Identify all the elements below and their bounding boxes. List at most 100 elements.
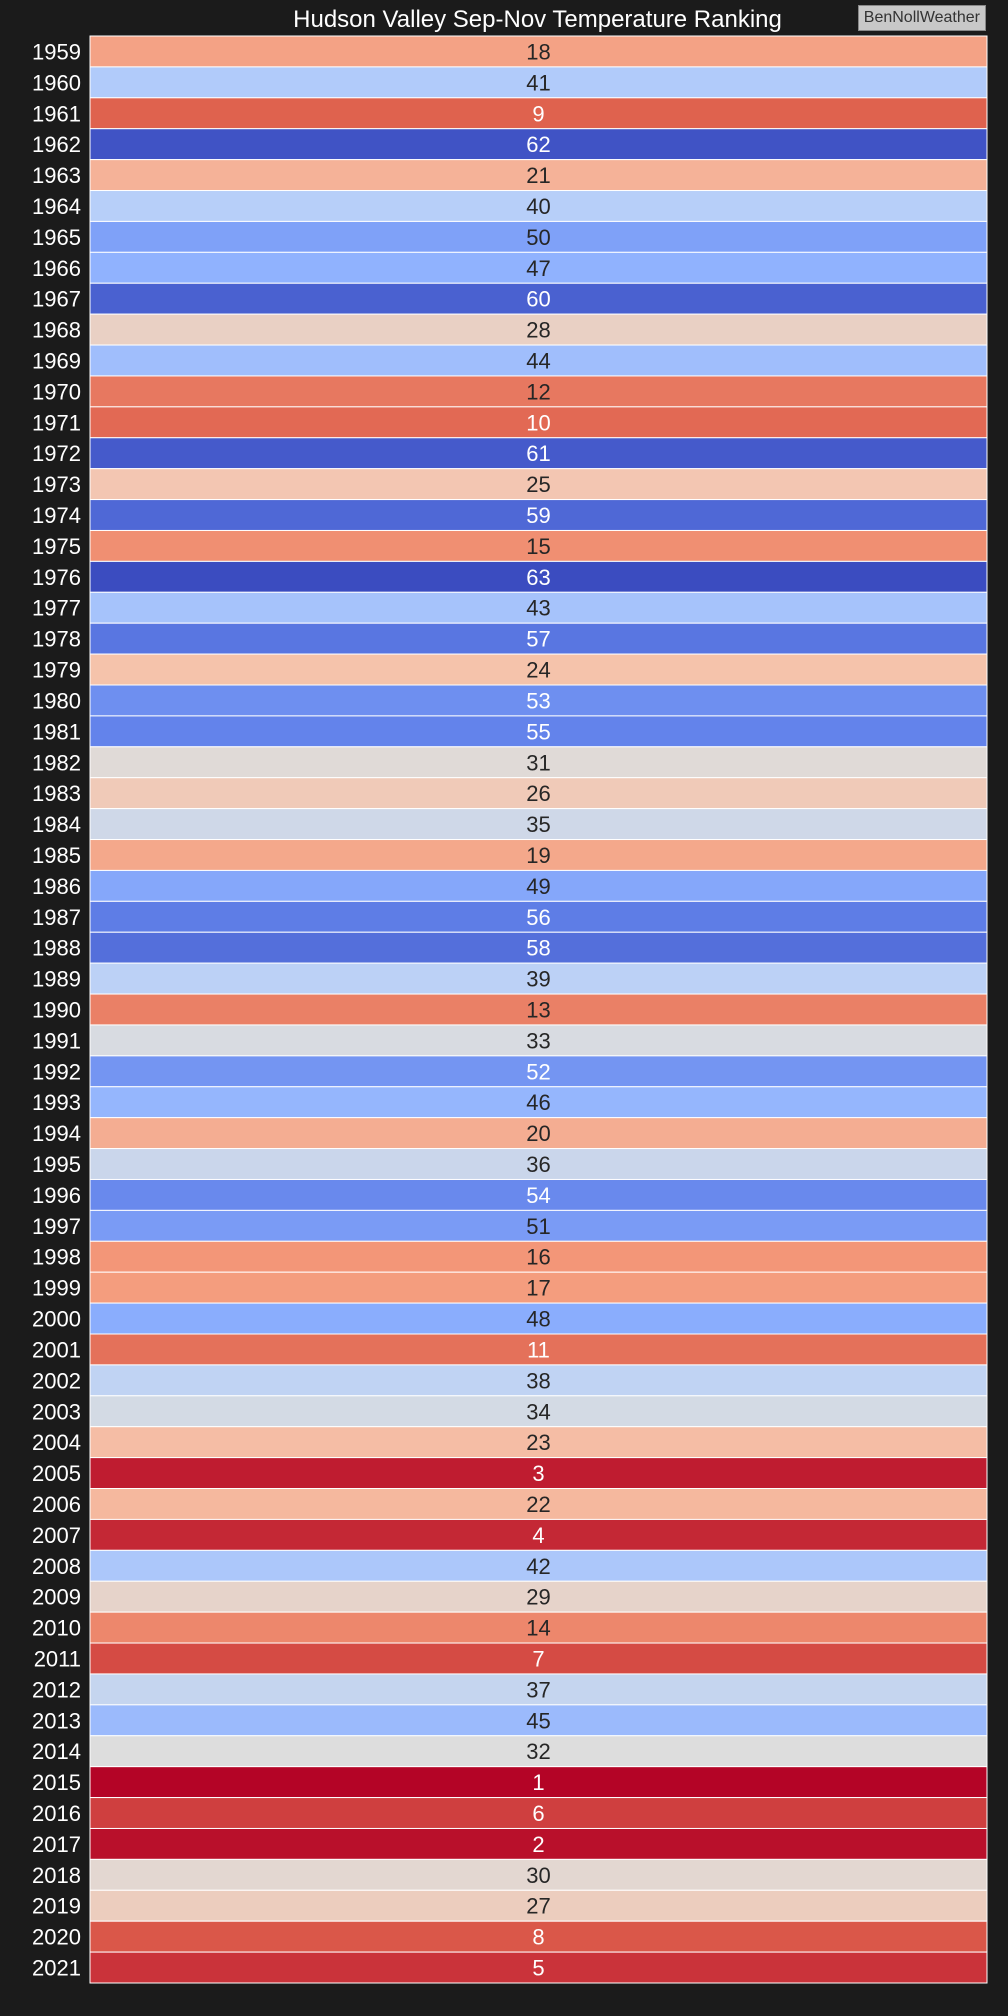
- cell-value-label: 31: [526, 750, 550, 775]
- year-tick-label: 2015: [32, 1770, 81, 1795]
- year-tick-label: 2007: [32, 1523, 81, 1548]
- cell-value-label: 12: [526, 379, 550, 404]
- year-tick-label: 2019: [32, 1894, 81, 1919]
- year-tick-label: 1987: [32, 905, 81, 930]
- heatmap-cell: [89, 962, 988, 995]
- year-tick-label: 1966: [32, 256, 81, 281]
- year-tick-label: 1980: [32, 688, 81, 713]
- year-tick-label: 1982: [32, 750, 81, 775]
- year-tick-label: 1967: [32, 287, 81, 312]
- year-tick-label: 1979: [32, 658, 81, 683]
- year-tick-label: 1976: [32, 565, 81, 590]
- cell-value-label: 21: [526, 163, 550, 188]
- year-tick-label: 1964: [32, 194, 81, 219]
- cell-value-label: 57: [526, 627, 550, 652]
- year-tick-label: 2006: [32, 1492, 81, 1517]
- year-tick-label: 1994: [32, 1121, 81, 1146]
- cell-value-label: 38: [526, 1368, 550, 1393]
- heatmap-cell: [89, 1055, 988, 1088]
- cell-value-label: 55: [526, 719, 550, 744]
- cell-value-label: 56: [526, 905, 550, 930]
- cell-value-label: 2: [532, 1832, 544, 1857]
- year-tick-label: 1977: [32, 596, 81, 621]
- heatmap-cell: [89, 1951, 988, 1984]
- heatmap-cell: [89, 1024, 988, 1057]
- year-tick-label: 2016: [32, 1801, 81, 1826]
- heatmap-cell: [89, 622, 988, 655]
- heatmap-cell: [89, 715, 988, 748]
- cell-value-label: 15: [526, 534, 550, 559]
- heatmap-cell: [89, 1086, 988, 1119]
- year-tick-label: 2008: [32, 1554, 81, 1579]
- cell-value-label: 25: [526, 472, 550, 497]
- heatmap-cell: [89, 406, 988, 439]
- year-tick-label: 2003: [32, 1399, 81, 1424]
- heatmap-cell: [89, 993, 988, 1026]
- cell-value-label: 52: [526, 1059, 550, 1084]
- heatmap-cell: [89, 931, 988, 964]
- heatmap-cell: [89, 1580, 988, 1613]
- year-tick-label: 2009: [32, 1585, 81, 1610]
- cell-value-label: 47: [526, 256, 550, 281]
- cell-value-label: 46: [526, 1090, 550, 1115]
- heatmap-cell: [89, 1797, 988, 1829]
- year-tick-label: 1978: [32, 627, 81, 652]
- cell-value-label: 14: [526, 1616, 550, 1641]
- cell-value-label: 8: [532, 1925, 544, 1950]
- heatmap-cell: [89, 808, 988, 841]
- year-tick-label: 1960: [32, 70, 81, 95]
- year-tick-label: 1992: [32, 1059, 81, 1084]
- year-tick-label: 2000: [32, 1307, 81, 1332]
- heatmap-cell: [89, 591, 988, 624]
- cell-value-label: 36: [526, 1152, 550, 1177]
- cell-value-label: 1: [532, 1770, 544, 1795]
- cell-value-label: 5: [532, 1956, 544, 1981]
- cell-value-label: 37: [526, 1677, 550, 1702]
- heatmap-cell: [89, 1457, 988, 1490]
- year-tick-label: 1990: [32, 998, 81, 1023]
- cell-value-label: 40: [526, 194, 550, 219]
- watermark-label: BenNollWeather: [857, 5, 986, 31]
- heatmap-cell: [89, 653, 988, 686]
- cell-value-label: 20: [526, 1121, 550, 1146]
- year-tick-label: 1986: [32, 874, 81, 899]
- year-tick-label: 1988: [32, 936, 81, 961]
- cell-value-label: 3: [532, 1461, 544, 1486]
- heatmap-cell: [89, 529, 988, 562]
- year-tick-label: 2010: [32, 1616, 81, 1641]
- heatmap-cell: [89, 35, 988, 68]
- cell-value-label: 49: [526, 874, 550, 899]
- year-tick-label: 1981: [32, 719, 81, 744]
- heatmap-cell: [89, 1426, 988, 1459]
- year-tick-label: 2020: [32, 1925, 81, 1950]
- heatmap-cell: [89, 190, 988, 222]
- cell-value-label: 48: [526, 1307, 550, 1332]
- cell-value-label: 45: [526, 1708, 550, 1733]
- cell-value-label: 53: [526, 688, 550, 713]
- year-tick-label: 1975: [32, 534, 81, 559]
- year-tick-label: 1963: [32, 163, 81, 188]
- cell-value-label: 16: [526, 1245, 550, 1270]
- year-tick-label: 1973: [32, 472, 81, 497]
- heatmap-cell: [89, 560, 988, 593]
- year-tick-label: 2004: [32, 1430, 81, 1455]
- cell-value-label: 60: [526, 287, 550, 312]
- cell-value-label: 59: [526, 503, 550, 528]
- cell-value-label: 27: [526, 1894, 550, 1919]
- heatmap-cell: [89, 282, 988, 315]
- cell-value-label: 34: [526, 1399, 550, 1424]
- heatmap-cell: [89, 869, 988, 902]
- cell-value-label: 28: [526, 318, 550, 343]
- cell-value-label: 9: [532, 101, 544, 126]
- cell-value-label: 10: [526, 410, 550, 435]
- heatmap-cell: [89, 1549, 988, 1582]
- year-tick-label: 2021: [32, 1956, 81, 1981]
- heatmap-cell: [89, 839, 988, 871]
- cell-value-label: 18: [526, 39, 550, 64]
- year-tick-label: 1974: [32, 503, 81, 528]
- heatmap-cell: [89, 220, 988, 253]
- heatmap-cell: [89, 1178, 988, 1211]
- cell-value-label: 11: [527, 1337, 550, 1362]
- year-tick-label: 1971: [32, 410, 81, 435]
- year-tick-label: 2005: [32, 1461, 81, 1486]
